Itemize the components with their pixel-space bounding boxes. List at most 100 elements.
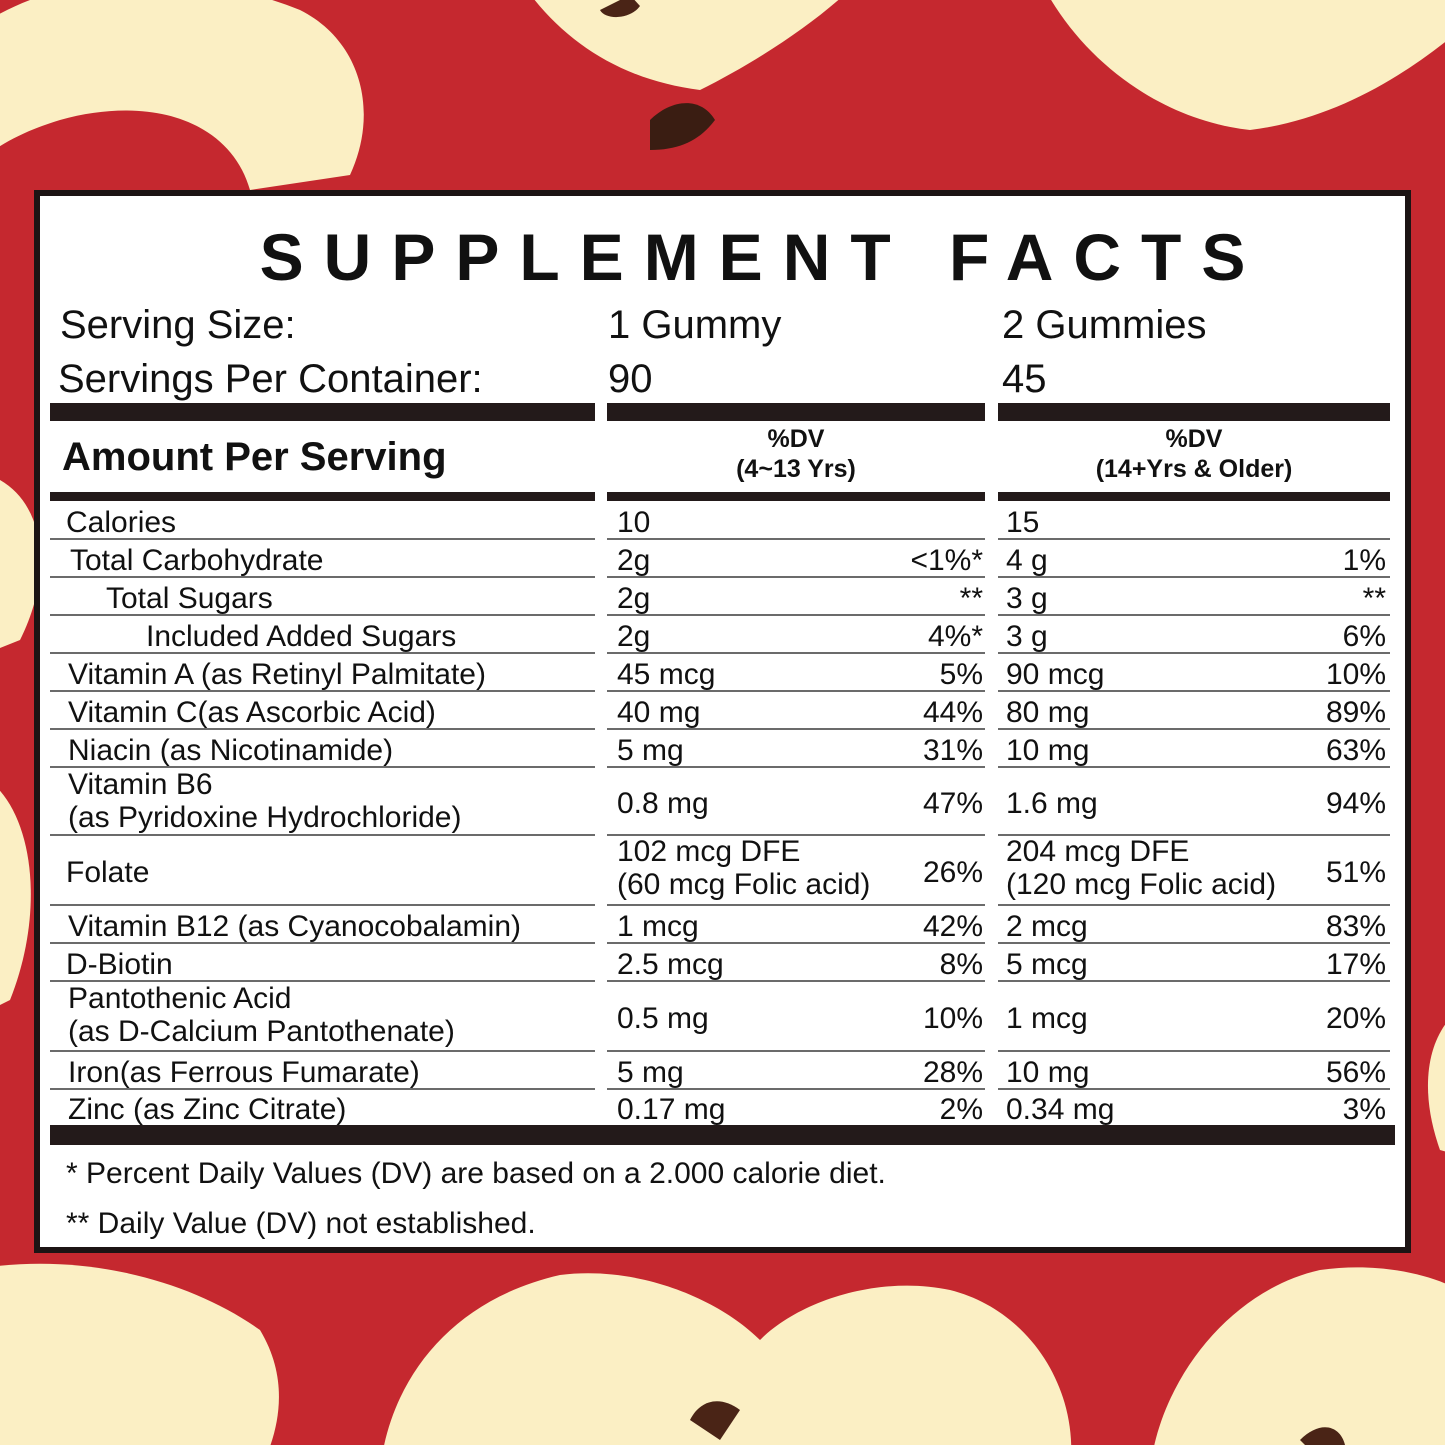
nutrient-name-source: (as Pyridoxine Hydrochloride) bbox=[68, 801, 462, 834]
row-divider bbox=[998, 1050, 1390, 1052]
nutrient-row: Folate 102 mcg DFE (60 mcg Folic acid) 26% 2… bbox=[40, 836, 1405, 906]
apple-slice-icon bbox=[534, 0, 839, 150]
adult-amount: 80 mg bbox=[1006, 696, 1090, 729]
child-dv: ** bbox=[959, 582, 983, 615]
medium-rule bbox=[998, 492, 1390, 501]
child-dv: 47% bbox=[922, 787, 983, 820]
child-amount: 0.8 mg bbox=[617, 787, 709, 820]
nutrient-name: Vitamin B12 (as Cyanocobalamin) bbox=[68, 910, 522, 943]
child-dv: 31% bbox=[922, 734, 983, 767]
serving-size-child: 1 Gummy bbox=[608, 303, 782, 347]
adult-dv: 51% bbox=[1325, 856, 1386, 889]
nutrient-name: Total Carbohydrate bbox=[70, 544, 324, 577]
row-divider bbox=[50, 614, 595, 616]
apple-slice-icon bbox=[384, 1273, 1072, 1445]
row-divider bbox=[607, 980, 985, 982]
row-divider bbox=[998, 614, 1390, 616]
adult-amount: 15 bbox=[1006, 506, 1040, 539]
row-divider bbox=[998, 690, 1390, 692]
child-dv: 44% bbox=[922, 696, 983, 729]
nutrient-row: Iron(as Ferrous Fumarate) 5 mg 28% 10 mg 56% bbox=[40, 1052, 1405, 1090]
apple-slice-icon bbox=[1428, 1024, 1445, 1152]
adult-dv: 83% bbox=[1325, 910, 1386, 943]
adult-dv: 17% bbox=[1325, 948, 1386, 981]
adult-dv: 6% bbox=[1342, 620, 1386, 653]
panel-title: SUPPLEMENT FACTS bbox=[259, 220, 1266, 294]
adult-dv: 1% bbox=[1342, 544, 1386, 577]
child-amount: 0.17 mg bbox=[617, 1093, 726, 1126]
nutrient-name: Vitamin C(as Ascorbic Acid) bbox=[68, 696, 436, 729]
row-divider bbox=[607, 576, 985, 578]
nutrient-row: Zinc (as Zinc Citrate) 0.17 mg 2% 0.34 mg 3% bbox=[40, 1090, 1405, 1126]
row-divider bbox=[607, 652, 985, 654]
adult-amount-detail: (120 mcg Folic acid) bbox=[1006, 868, 1277, 901]
row-divider bbox=[607, 614, 985, 616]
child-dv: 42% bbox=[922, 910, 983, 943]
row-divider bbox=[50, 980, 595, 982]
child-dv: 5% bbox=[939, 658, 983, 691]
row-divider bbox=[998, 728, 1390, 730]
servings-per-container-label: Servings Per Container: bbox=[58, 357, 483, 401]
nutrient-row: Total Carbohydrate 2g <1%* 4 g 1% bbox=[40, 540, 1405, 578]
nutrient-row: Vitamin A (as Retinyl Palmitate) 45 mcg 5%… bbox=[40, 654, 1405, 692]
row-divider bbox=[50, 690, 595, 692]
nutrient-name: Zinc (as Zinc Citrate) bbox=[68, 1093, 347, 1126]
row-divider bbox=[998, 652, 1390, 654]
child-amount: 2g bbox=[617, 620, 651, 653]
adult-amount: 10 mg bbox=[1006, 734, 1090, 767]
nutrient-name: Folate bbox=[66, 856, 150, 889]
medium-rule bbox=[607, 492, 985, 501]
nutrient-name: Iron(as Ferrous Fumarate) bbox=[68, 1056, 420, 1089]
apple-slice-icon bbox=[1051, 0, 1445, 130]
row-divider bbox=[998, 904, 1390, 906]
nutrient-row: Vitamin B6 (as Pyridoxine Hydrochloride) 0… bbox=[40, 768, 1405, 836]
child-dv: 26% bbox=[922, 856, 983, 889]
nutrient-name: Total Sugars bbox=[106, 582, 273, 615]
nutrient-name: Pantothenic Acid bbox=[68, 982, 292, 1015]
nutrient-name: D-Biotin bbox=[66, 948, 173, 981]
nutrient-row: Vitamin C(as Ascorbic Acid) 40 mg 44% 80 mg… bbox=[40, 692, 1405, 730]
child-amount: 2g bbox=[617, 544, 651, 577]
footnote-dv-basis: * Percent Daily Values (DV) are based on… bbox=[66, 1157, 886, 1190]
row-divider bbox=[998, 1088, 1390, 1090]
adult-dv: 10% bbox=[1325, 658, 1386, 691]
thick-rule bbox=[998, 403, 1390, 421]
medium-rule bbox=[50, 492, 595, 501]
apple-slice-icon bbox=[0, 1263, 279, 1445]
adult-dv: 3% bbox=[1342, 1093, 1386, 1126]
nutrient-name: Vitamin A (as Retinyl Palmitate) bbox=[68, 658, 486, 691]
row-divider bbox=[998, 980, 1390, 982]
row-divider bbox=[998, 538, 1390, 540]
row-divider bbox=[607, 1050, 985, 1052]
child-amount: 0.5 mg bbox=[617, 1002, 709, 1035]
row-divider bbox=[50, 766, 595, 768]
child-amount: 2.5 mcg bbox=[617, 948, 724, 981]
row-divider bbox=[607, 834, 985, 836]
row-divider bbox=[607, 766, 985, 768]
nutrient-name: Niacin (as Nicotinamide) bbox=[68, 734, 394, 767]
footnote-dv-not-established: ** Daily Value (DV) not established. bbox=[66, 1207, 536, 1240]
row-divider bbox=[998, 576, 1390, 578]
row-divider bbox=[607, 904, 985, 906]
adult-dv: 56% bbox=[1325, 1056, 1386, 1089]
nutrient-name-source: (as D-Calcium Pantothenate) bbox=[68, 1015, 455, 1048]
thick-rule bbox=[50, 403, 595, 421]
child-dv: 28% bbox=[922, 1056, 983, 1089]
row-divider bbox=[607, 538, 985, 540]
adult-amount: 90 mcg bbox=[1006, 658, 1105, 691]
adult-amount: 5 mcg bbox=[1006, 948, 1088, 981]
row-divider bbox=[50, 834, 595, 836]
adult-amount: 204 mcg DFE bbox=[1006, 835, 1190, 868]
thick-rule bbox=[607, 403, 985, 421]
apple-slice-icon bbox=[1154, 1267, 1445, 1445]
child-dv: 2% bbox=[939, 1093, 983, 1126]
child-amount: 40 mg bbox=[617, 696, 701, 729]
row-divider bbox=[607, 728, 985, 730]
adult-dv: 63% bbox=[1325, 734, 1386, 767]
nutrient-row: Total Sugars 2g ** 3 g ** bbox=[40, 578, 1405, 616]
child-dv: 4%* bbox=[927, 620, 983, 653]
adult-dv: 89% bbox=[1325, 696, 1386, 729]
row-divider bbox=[50, 576, 595, 578]
child-amount: 2g bbox=[617, 582, 651, 615]
apple-slice-icon bbox=[0, 480, 41, 1005]
